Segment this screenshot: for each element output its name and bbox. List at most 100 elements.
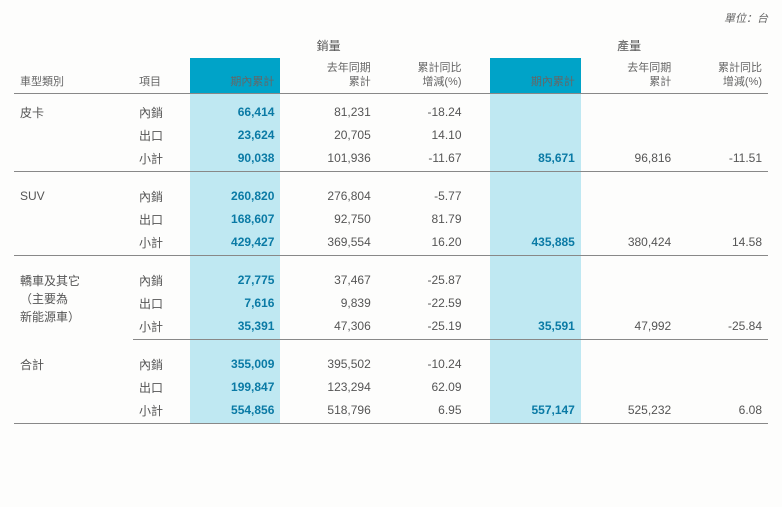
value-cell bbox=[581, 178, 677, 208]
value-cell bbox=[581, 208, 677, 231]
table-row: 小計429,427369,55416.20435,885380,42414.58 bbox=[14, 231, 768, 256]
value-cell: -18.24 bbox=[377, 93, 468, 124]
sales-group-header: 銷量 bbox=[190, 34, 468, 58]
col-prod-pct: 累計同比增減(%) bbox=[677, 58, 768, 93]
item-cell: 出口 bbox=[133, 376, 190, 399]
value-cell: 96,816 bbox=[581, 147, 677, 172]
category-cell bbox=[14, 399, 133, 424]
value-cell: 92,750 bbox=[280, 208, 376, 231]
category-cell: 轎車及其它（主要為新能源車） bbox=[14, 262, 133, 340]
value-cell: 168,607 bbox=[190, 208, 281, 231]
table-row: 出口199,847123,29462.09 bbox=[14, 376, 768, 399]
table-row: 合計內銷355,009395,502-10.24 bbox=[14, 346, 768, 376]
value-cell: -22.59 bbox=[377, 292, 468, 315]
category-cell bbox=[14, 124, 133, 147]
value-cell: 90,038 bbox=[190, 147, 281, 172]
gap-cell bbox=[468, 147, 491, 172]
value-cell: 557,147 bbox=[490, 399, 581, 424]
value-cell: 66,414 bbox=[190, 93, 281, 124]
category-cell bbox=[14, 376, 133, 399]
table-row: 出口23,62420,70514.10 bbox=[14, 124, 768, 147]
value-cell bbox=[581, 262, 677, 292]
col-prod-period: 期內累計 bbox=[490, 58, 581, 93]
col-prod-prev: 去年同期累計 bbox=[581, 58, 677, 93]
item-cell: 小計 bbox=[133, 147, 190, 172]
table-row: 皮卡內銷66,41481,231-18.24 bbox=[14, 93, 768, 124]
category-cell: SUV bbox=[14, 178, 133, 208]
value-cell bbox=[677, 346, 768, 376]
value-cell: 123,294 bbox=[280, 376, 376, 399]
category-cell bbox=[14, 231, 133, 256]
value-cell bbox=[490, 178, 581, 208]
item-cell: 出口 bbox=[133, 208, 190, 231]
value-cell bbox=[581, 376, 677, 399]
value-cell: 81,231 bbox=[280, 93, 376, 124]
value-cell bbox=[677, 93, 768, 124]
unit-label: 單位：台 bbox=[14, 10, 768, 26]
value-cell: 101,936 bbox=[280, 147, 376, 172]
value-cell: 27,775 bbox=[190, 262, 281, 292]
value-cell: 276,804 bbox=[280, 178, 376, 208]
col-item: 項目 bbox=[133, 58, 190, 93]
category-cell bbox=[14, 208, 133, 231]
value-cell bbox=[581, 346, 677, 376]
value-cell: 369,554 bbox=[280, 231, 376, 256]
value-cell: 525,232 bbox=[581, 399, 677, 424]
value-cell: 9,839 bbox=[280, 292, 376, 315]
item-cell: 內銷 bbox=[133, 346, 190, 376]
header-group-row: 銷量 產量 bbox=[14, 34, 768, 58]
value-cell: -25.87 bbox=[377, 262, 468, 292]
value-cell bbox=[677, 292, 768, 315]
col-sales-prev: 去年同期累計 bbox=[280, 58, 376, 93]
gap-cell bbox=[468, 93, 491, 124]
value-cell: 14.58 bbox=[677, 231, 768, 256]
value-cell: -5.77 bbox=[377, 178, 468, 208]
value-cell: -11.51 bbox=[677, 147, 768, 172]
prod-group-header: 產量 bbox=[490, 34, 768, 58]
value-cell: 35,391 bbox=[190, 315, 281, 340]
gap-cell bbox=[468, 124, 491, 147]
value-cell: 554,856 bbox=[190, 399, 281, 424]
table-row: 出口168,60792,75081.79 bbox=[14, 208, 768, 231]
value-cell: 23,624 bbox=[190, 124, 281, 147]
value-cell: 355,009 bbox=[190, 346, 281, 376]
gap-cell bbox=[468, 376, 491, 399]
value-cell: 35,591 bbox=[490, 315, 581, 340]
value-cell: 199,847 bbox=[190, 376, 281, 399]
value-cell: 47,992 bbox=[581, 315, 677, 340]
gap-cell bbox=[468, 231, 491, 256]
value-cell bbox=[581, 93, 677, 124]
category-cell: 合計 bbox=[14, 346, 133, 376]
value-cell bbox=[490, 208, 581, 231]
category-cell bbox=[14, 147, 133, 172]
header-sub-row: 車型類別 項目 期內累計 去年同期累計 累計同比增減(%) 期內累計 去年同期累… bbox=[14, 58, 768, 93]
value-cell: -11.67 bbox=[377, 147, 468, 172]
item-cell: 小計 bbox=[133, 231, 190, 256]
col-sales-pct: 累計同比增減(%) bbox=[377, 58, 468, 93]
value-cell: 6.95 bbox=[377, 399, 468, 424]
value-cell: 20,705 bbox=[280, 124, 376, 147]
gap-cell bbox=[468, 208, 491, 231]
col-sales-period: 期內累計 bbox=[190, 58, 281, 93]
gap-cell bbox=[468, 292, 491, 315]
table-row: 轎車及其它（主要為新能源車）內銷27,77537,467-25.87 bbox=[14, 262, 768, 292]
value-cell: -10.24 bbox=[377, 346, 468, 376]
value-cell bbox=[677, 208, 768, 231]
value-cell: 429,427 bbox=[190, 231, 281, 256]
gap-cell bbox=[468, 399, 491, 424]
value-cell: 85,671 bbox=[490, 147, 581, 172]
item-cell: 內銷 bbox=[133, 93, 190, 124]
gap-cell bbox=[468, 346, 491, 376]
table-row: SUV內銷260,820276,804-5.77 bbox=[14, 178, 768, 208]
item-cell: 小計 bbox=[133, 315, 190, 340]
value-cell bbox=[581, 292, 677, 315]
value-cell bbox=[677, 376, 768, 399]
value-cell: 81.79 bbox=[377, 208, 468, 231]
value-cell: 7,616 bbox=[190, 292, 281, 315]
gap-cell bbox=[468, 315, 491, 340]
value-cell: -25.19 bbox=[377, 315, 468, 340]
value-cell bbox=[677, 124, 768, 147]
value-cell bbox=[490, 93, 581, 124]
value-cell bbox=[490, 124, 581, 147]
value-cell: 380,424 bbox=[581, 231, 677, 256]
